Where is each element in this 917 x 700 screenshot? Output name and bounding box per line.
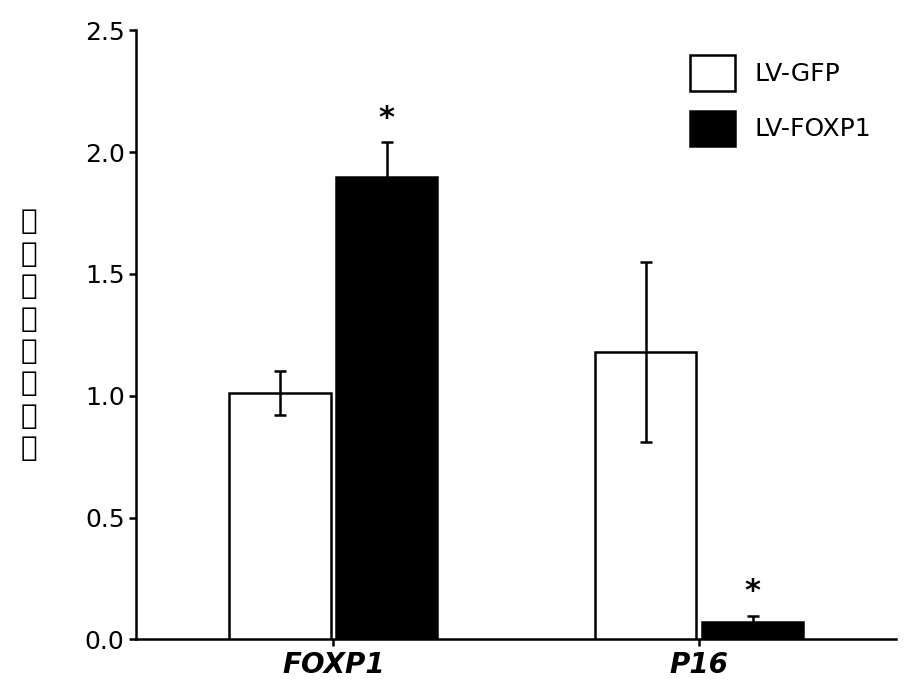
Legend: LV-GFP, LV-FOXP1: LV-GFP, LV-FOXP1 <box>677 43 884 159</box>
Bar <box>702 622 803 639</box>
Text: *: * <box>379 104 395 133</box>
Y-axis label: 基
因
相
对
表
达
水
平: 基 因 相 对 表 达 水 平 <box>21 207 38 462</box>
Bar <box>595 352 696 639</box>
Text: *: * <box>745 578 761 606</box>
Bar <box>337 176 437 639</box>
Bar <box>229 393 330 639</box>
